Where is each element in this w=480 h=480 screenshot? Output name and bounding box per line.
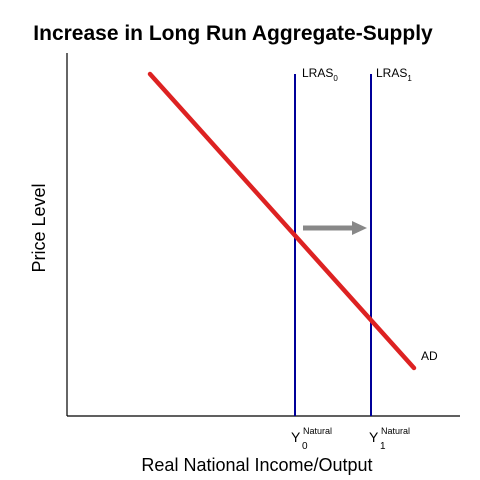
svg-text:Y: Y (369, 429, 379, 445)
shift-arrow (303, 221, 367, 235)
diagram-title: Increase in Long Run Aggregate-Supply (33, 22, 433, 45)
svg-text:Natural: Natural (381, 426, 410, 436)
svg-text:0: 0 (302, 441, 308, 452)
lras1-label: LRAS1 (376, 66, 412, 83)
tick-y0: Y Natural 0 (291, 426, 332, 452)
x-axis-label: Real National Income/Output (141, 455, 372, 475)
svg-text:Natural: Natural (303, 426, 332, 436)
tick-y1: Y Natural 1 (369, 426, 410, 452)
svg-text:Y: Y (291, 429, 301, 445)
ad-label: AD (421, 349, 438, 363)
lras0-label: LRAS0 (302, 66, 338, 83)
y-axis-label: Price Level (29, 183, 49, 272)
svg-text:1: 1 (380, 441, 386, 452)
ad-curve (147, 71, 417, 371)
